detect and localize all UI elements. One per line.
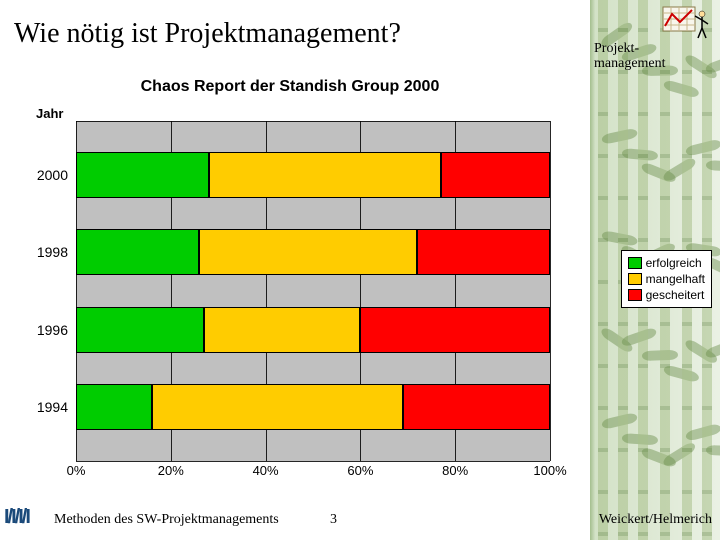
x-tick-label: 0% [67,463,86,478]
chart-container: Chaos Report der Standish Group 2000 Jah… [30,78,550,478]
corner-label: Projekt- management [594,42,712,71]
footer-page-number: 3 [330,512,337,528]
bar-segment-erfolgreich [76,229,199,275]
y-tick-label: 1996 [37,322,68,338]
legend-label: erfolgreich [646,255,702,271]
corner-label-line2: management [594,56,666,71]
footer-authors: Weickert/Helmerich [599,512,712,528]
legend-swatch [628,273,642,285]
legend-label: mangelhaft [646,271,705,287]
footer: I/I/I/I Methoden des SW-Projektmanagemen… [0,506,720,532]
bar-segment-erfolgreich [76,384,152,430]
y-axis-title: Jahr [36,102,550,121]
x-axis: 0%20%40%60%80%100% [76,461,550,481]
bar-row [76,229,550,275]
y-axis: 2000 1998 1996 1994 [30,121,72,461]
legend-item: gescheitert [628,287,705,303]
footer-left-text: Methoden des SW-Projektmanagements [54,512,279,528]
legend-swatch [628,257,642,269]
legend: erfolgreichmangelhaftgescheitert [621,250,712,308]
x-tick-label: 60% [347,463,373,478]
legend-swatch [628,289,642,301]
x-tick-label: 100% [533,463,566,478]
plot-area [76,121,550,461]
slide-title: Wie nötig ist Projektmanagement? [14,18,401,50]
x-tick-label: 80% [442,463,468,478]
bar-segment-erfolgreich [76,307,204,353]
legend-label: gescheitert [646,287,705,303]
chart-title: Chaos Report der Standish Group 2000 [30,78,550,96]
x-tick-label: 20% [158,463,184,478]
y-tick-label: 2000 [37,167,68,183]
bar-segment-gescheitert [441,152,550,198]
legend-item: mangelhaft [628,271,705,287]
bar-row [76,307,550,353]
y-tick-label: 1998 [37,244,68,260]
y-tick-label: 1994 [37,399,68,415]
footer-logo-icon: I/I/I/I [4,503,50,532]
x-tick-label: 40% [253,463,279,478]
bar-row [76,384,550,430]
corner-easel-icon [662,6,710,40]
bar-segment-gescheitert [360,307,550,353]
bar-segment-mangelhaft [204,307,360,353]
bar-row [76,152,550,198]
bar-segment-mangelhaft [209,152,441,198]
corner-label-line1: Projekt- [594,41,639,56]
bar-segment-erfolgreich [76,152,209,198]
bar-segment-mangelhaft [199,229,417,275]
svg-text:I/I/I/I: I/I/I/I [4,506,30,527]
legend-item: erfolgreich [628,255,705,271]
bar-segment-gescheitert [417,229,550,275]
bar-segment-gescheitert [403,384,550,430]
bar-segment-mangelhaft [152,384,403,430]
